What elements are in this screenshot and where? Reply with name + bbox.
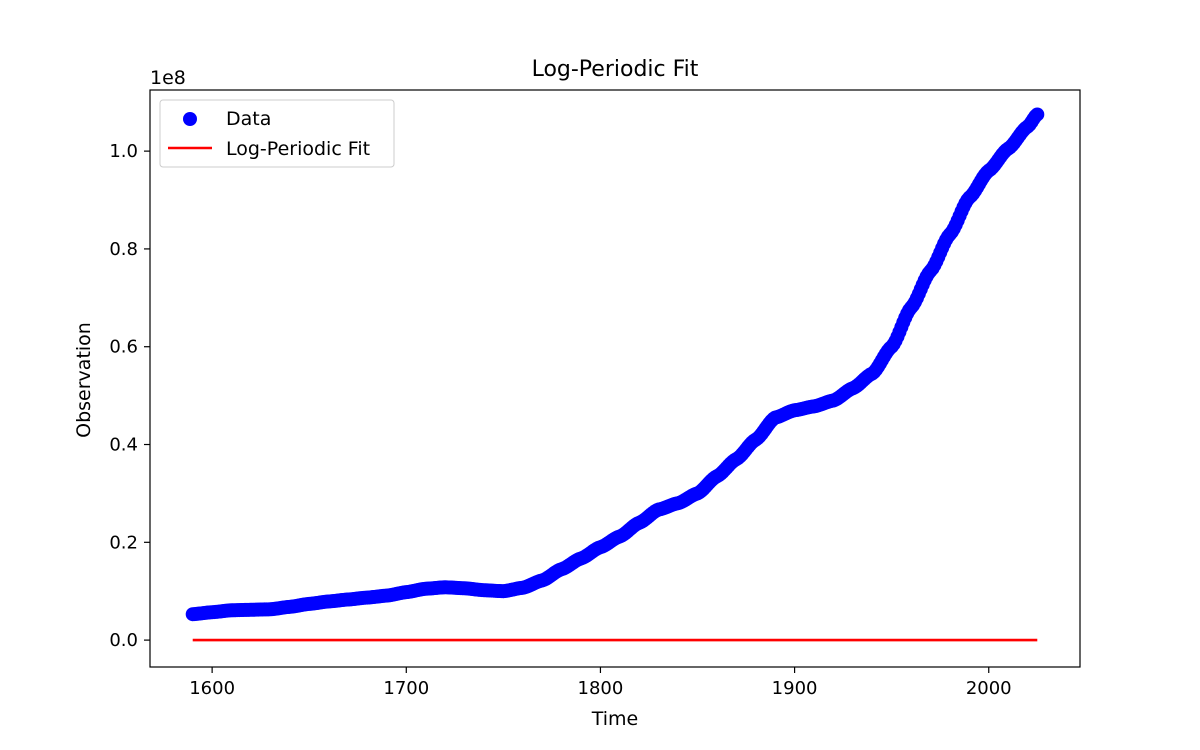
y-tick-label: 1.0: [109, 141, 138, 162]
y-axis-ticks: 0.0 0.2 0.4 0.6 0.8 1.0: [109, 141, 150, 651]
legend-data-label: Data: [226, 108, 271, 130]
x-axis-ticks: 1600 1700 1800 1900 2000: [189, 667, 1012, 699]
y-tick-label: 0.0: [109, 630, 138, 651]
axes-frame: [149, 89, 1081, 668]
x-tick-label: 1800: [578, 678, 624, 699]
y-tick-label: 0.4: [109, 435, 138, 456]
x-tick-label: 1900: [772, 678, 818, 699]
legend: Data Log-Periodic Fit: [159, 99, 395, 168]
legend-fit-label: Log-Periodic Fit: [226, 138, 370, 160]
y-tick-label: 0.8: [109, 239, 138, 260]
x-tick-label: 1600: [189, 678, 235, 699]
y-offset-label: 1e8: [150, 67, 186, 89]
y-tick-label: 0.2: [109, 532, 138, 553]
data-point: [1030, 107, 1045, 122]
x-axis-label: Time: [591, 708, 639, 730]
chart-title: Log-Periodic Fit: [532, 57, 699, 82]
data-series: [185, 107, 1045, 622]
legend-data-marker: [183, 112, 197, 126]
y-tick-label: 0.6: [109, 337, 138, 358]
x-tick-label: 1700: [383, 678, 429, 699]
legend-box: [159, 99, 395, 168]
y-axis-label: Observation: [73, 322, 95, 438]
plot-area: [185, 107, 1045, 642]
x-tick-label: 2000: [966, 678, 1012, 699]
